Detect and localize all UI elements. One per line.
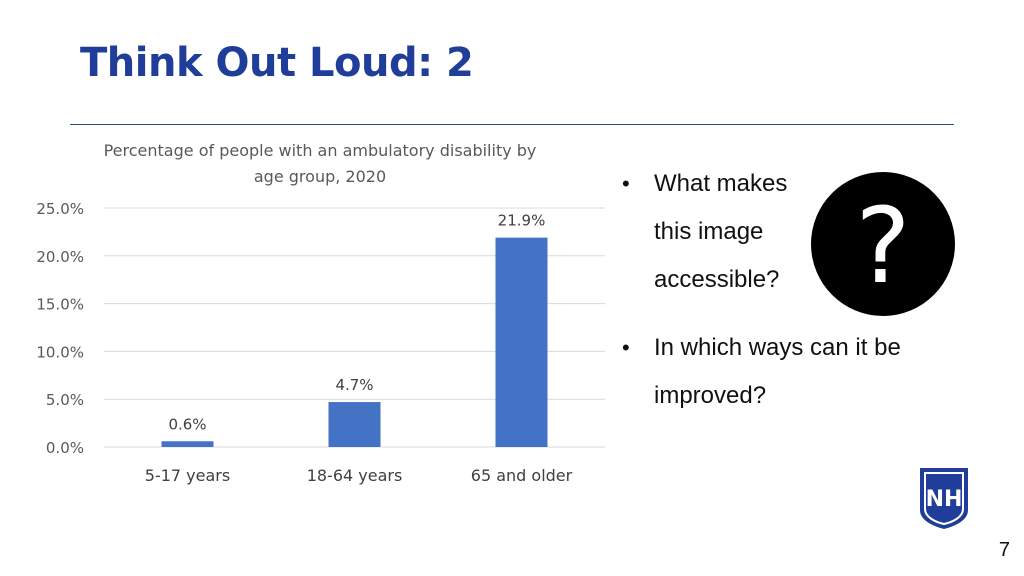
y-tick-label-0: 0.0% — [46, 439, 84, 457]
unh-shield-logo-icon: NH — [920, 468, 968, 529]
y-tick-label-5: 25.0% — [36, 200, 84, 218]
y-axis-tick-labels: 0.0% 5.0% 10.0% 15.0% 20.0% 25.0% — [36, 200, 84, 457]
bar-3 — [495, 237, 548, 447]
x-tick-label-3: 65 and older — [471, 466, 573, 485]
bar-1 — [161, 441, 214, 447]
x-tick-label-2: 18-64 years — [307, 466, 403, 485]
bar-2 — [328, 402, 381, 447]
y-tick-label-4: 20.0% — [36, 248, 84, 266]
bar-data-labels: 0.6% 4.7% 21.9% — [168, 212, 545, 434]
y-tick-label-1: 5.0% — [46, 391, 84, 409]
y-tick-label-2: 10.0% — [36, 343, 84, 361]
chart-title-line-2: age group, 2020 — [254, 167, 386, 186]
slide-title: Think Out Loud: 2 — [80, 40, 474, 86]
y-tick-label-3: 15.0% — [36, 296, 84, 314]
x-axis-tick-labels: 5-17 years 18-64 years 65 and older — [145, 466, 573, 485]
question-mark-icon: ? — [811, 172, 955, 316]
page-number: 7 — [998, 539, 1010, 561]
discussion-questions: What makes this image accessible? In whi… — [620, 160, 920, 440]
title-divider — [70, 124, 954, 125]
data-label-3: 21.9% — [498, 212, 546, 230]
chart-bars — [161, 237, 548, 447]
question-mark-symbol: ? — [855, 185, 911, 307]
data-label-1: 0.6% — [168, 415, 206, 433]
question-improve: In which ways can it be improved? — [620, 324, 920, 420]
bar-chart: Percentage of people with an ambulatory … — [36, 141, 605, 485]
x-tick-label-1: 5-17 years — [145, 466, 230, 485]
logo-text: NH — [926, 487, 963, 512]
chart-title-line-1: Percentage of people with an ambulatory … — [104, 141, 537, 160]
question-accessible: What makes this image accessible? — [620, 160, 814, 304]
data-label-2: 4.7% — [335, 376, 373, 394]
chart-title: Percentage of people with an ambulatory … — [104, 141, 537, 186]
